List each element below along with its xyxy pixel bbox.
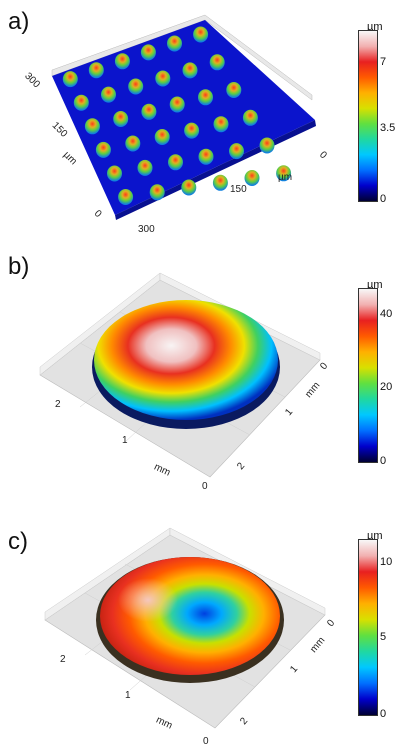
panel-b-colorbar-tick-0: 0 (380, 455, 387, 467)
pillar-bump (212, 174, 228, 191)
pillar-bump (276, 165, 292, 182)
c-right-tick-1: 1 (288, 663, 300, 675)
panel-c-colorbar: µm 10 5 0 (355, 530, 401, 720)
panel-a-colorbar: µm 7 3.5 0 (355, 21, 401, 210)
panel-c-surface-plot: 2 1 mm 0 0 mm 1 2 (44, 527, 338, 747)
c-left-tick-0: 0 (203, 736, 209, 747)
pillar-bump (229, 143, 244, 160)
pillar-bump (73, 94, 89, 111)
pillar-bump (141, 103, 157, 120)
pillar-bump (154, 129, 170, 145)
c-left-tick-2: 2 (60, 654, 66, 665)
b-left-unit: mm (152, 462, 172, 479)
c-left-tick-1: 1 (125, 690, 131, 701)
panel-a-colorbar-tick-7: 7 (380, 56, 387, 68)
panel-b-label: b) (8, 253, 30, 280)
b-right-unit: mm (303, 380, 322, 400)
panel-b-colorbar-tick-20: 20 (380, 381, 393, 393)
b-right-tick-1: 1 (283, 406, 295, 418)
pillar-bump (113, 111, 129, 127)
pillar-bump (155, 70, 171, 87)
panel-b-dome (94, 300, 278, 420)
panel-b-surface-plot: 2 1 mm 0 0 mm 1 2 (39, 272, 331, 492)
panel-b-colorbar-gradient (358, 288, 378, 463)
pillar-bump (213, 116, 229, 133)
pillar-bump (149, 184, 165, 201)
pillar-bump (107, 165, 122, 182)
b-left-tick-2: 2 (55, 399, 61, 410)
pillar-bump (125, 135, 141, 152)
a-bottom-tick-300: 300 (138, 224, 155, 235)
pillar-bump (62, 71, 78, 88)
panel-a-colorbar-gradient (358, 30, 378, 202)
pillar-bump (181, 179, 197, 196)
pillar-bump (128, 78, 144, 95)
b-right-tick-2: 2 (235, 460, 247, 472)
b-right-tick-0: 0 (318, 360, 330, 372)
pillar-bump (114, 53, 130, 70)
a-left-tick-300: 300 (22, 71, 42, 91)
pillar-bump (169, 96, 185, 113)
pillar-bump (242, 109, 258, 126)
pillar-bump (244, 170, 260, 186)
pillar-bump (88, 62, 104, 79)
panel-a-label: a) (8, 8, 30, 35)
pillar-bump (259, 137, 275, 154)
pillar-bump (182, 62, 198, 79)
panel-a-colorbar-tick-3-5: 3.5 (380, 122, 396, 134)
panel-c-colorbar-tick-10: 10 (380, 556, 393, 568)
panel-a-pillars (62, 26, 292, 205)
panel-c-dish (100, 557, 280, 675)
panel-c-hotspot (118, 578, 178, 622)
panel-c-colorbar-gradient (358, 539, 378, 716)
a-bottom-tick-150: 150 (230, 184, 247, 195)
c-right-unit: mm (308, 635, 327, 655)
panel-c-colorbar-tick-5: 5 (380, 631, 387, 643)
pillar-bump (101, 86, 116, 103)
b-left-tick-1: 1 (122, 435, 128, 446)
panel-b-colorbar: µm 40 20 0 (355, 279, 401, 468)
pillar-bump (118, 189, 134, 205)
panel-b: b) 2 1 mm (0, 245, 401, 500)
pillar-bump (193, 26, 209, 43)
c-right-tick-0: 0 (325, 617, 337, 629)
pillar-bump (140, 44, 156, 61)
pillar-bump (137, 159, 153, 176)
pillar-bump (198, 89, 213, 106)
panel-a-substrate (52, 20, 315, 215)
panel-b-colorbar-tick-40: 40 (380, 308, 393, 320)
pillar-bump (95, 141, 111, 158)
pillar-bump (168, 154, 183, 171)
panel-a-surface-plot: 300 150 µm 0 300 150 µm 0 (22, 14, 329, 235)
pillar-bump (184, 122, 200, 139)
a-left-tick-0: 0 (92, 208, 104, 220)
pillar-bump (167, 35, 182, 52)
panel-a: a) 300 150 µm 0 300 150 µm 0 µm 7 3.5 0 (0, 0, 401, 245)
c-right-tick-2: 2 (238, 715, 250, 727)
a-left-tick-150: 150 (50, 120, 70, 140)
pillar-bump (226, 82, 242, 98)
c-left-unit: mm (154, 715, 174, 732)
pillar-bump (198, 148, 214, 165)
panel-a-colorbar-tick-0: 0 (380, 193, 387, 205)
pillar-bump (209, 54, 225, 71)
pillar-bump (84, 118, 100, 135)
panel-c-label: c) (8, 528, 28, 555)
panel-c: c) (0, 500, 401, 749)
a-left-unit: µm (61, 150, 79, 168)
a-bottom-tick-0: 0 (317, 150, 329, 162)
a-bottom-unit: µm (278, 172, 292, 183)
b-left-tick-0: 0 (202, 481, 208, 492)
panel-c-colorbar-tick-0: 0 (380, 708, 387, 720)
